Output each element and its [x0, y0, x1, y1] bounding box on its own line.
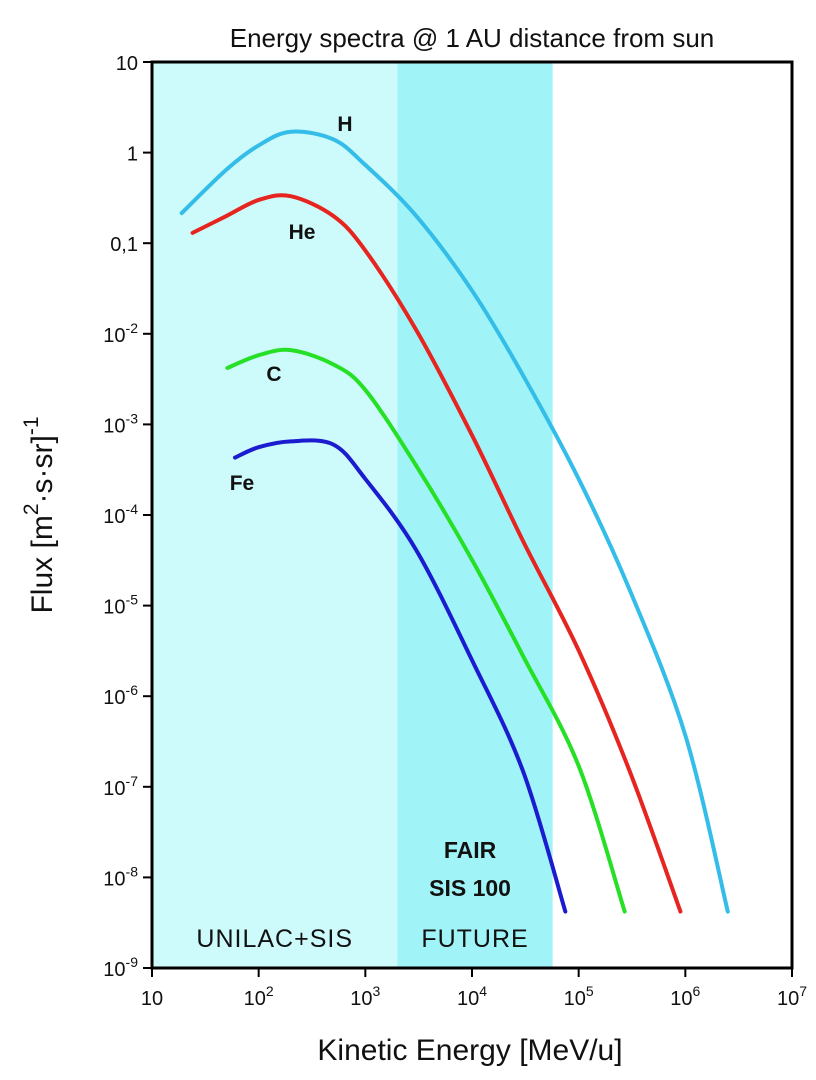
series-line: [179, 129, 730, 914]
y-tick-label: 1: [127, 144, 138, 166]
y-tick-label: 10-8: [103, 863, 138, 891]
series-label: H: [337, 113, 352, 136]
x-tick-label: 107: [777, 983, 807, 1011]
y-tick-label: 10: [116, 53, 138, 75]
series-line: [225, 347, 627, 914]
y-tick-label: 10-7: [103, 773, 138, 801]
plot-background: [152, 62, 553, 968]
y-tick-label: 10-4: [103, 501, 138, 529]
region: [397, 62, 553, 968]
y-tick-label: 10-5: [103, 591, 138, 619]
series-label: He: [289, 221, 316, 244]
y-tick-label: 10-2: [103, 320, 138, 348]
region-label: FUTURE: [421, 925, 528, 953]
x-tick-label: 106: [670, 983, 700, 1011]
x-tick-label: 104: [457, 983, 487, 1011]
region: [152, 62, 398, 968]
x-axis-label: Kinetic Energy [MeV/u]: [317, 1034, 622, 1067]
series-label: Fe: [230, 472, 255, 495]
y-tick-label: 10-9: [103, 954, 138, 982]
x-tick-label: 10: [141, 988, 163, 1010]
series-label: C: [266, 363, 281, 386]
x-tick-label: 105: [564, 983, 594, 1011]
y-tick-label: 0,1: [110, 234, 138, 256]
y-tick-label: 10-3: [103, 410, 138, 438]
region-label: UNILAC+SIS: [196, 925, 353, 953]
series-line: [233, 438, 568, 914]
x-tick-label: 102: [244, 983, 274, 1011]
x-tick-label: 103: [350, 983, 380, 1011]
y-tick-label: 10-6: [103, 682, 138, 710]
region-sublabel: FAIR: [444, 837, 497, 863]
chart-title: Energy spectra @ 1 AU distance from sun: [230, 23, 715, 53]
region-sublabel: SIS 100: [429, 875, 511, 901]
y-axis-label: Flux [m2·s·sr]-1: [20, 416, 59, 613]
series-line: [190, 193, 683, 914]
plot-frame: [150, 60, 794, 970]
